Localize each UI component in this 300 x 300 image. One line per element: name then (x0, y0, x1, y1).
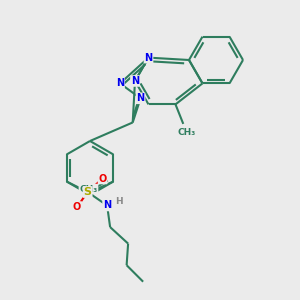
Text: CH₃: CH₃ (80, 184, 98, 194)
Text: N: N (116, 78, 124, 88)
Text: N: N (136, 93, 145, 103)
Text: O: O (73, 202, 81, 212)
Text: N: N (131, 76, 139, 86)
Text: H: H (115, 196, 122, 206)
Text: N: N (103, 200, 111, 211)
Text: CH₃: CH₃ (178, 128, 196, 137)
Text: N: N (144, 52, 153, 63)
Text: O: O (98, 173, 107, 184)
Text: S: S (84, 187, 92, 197)
